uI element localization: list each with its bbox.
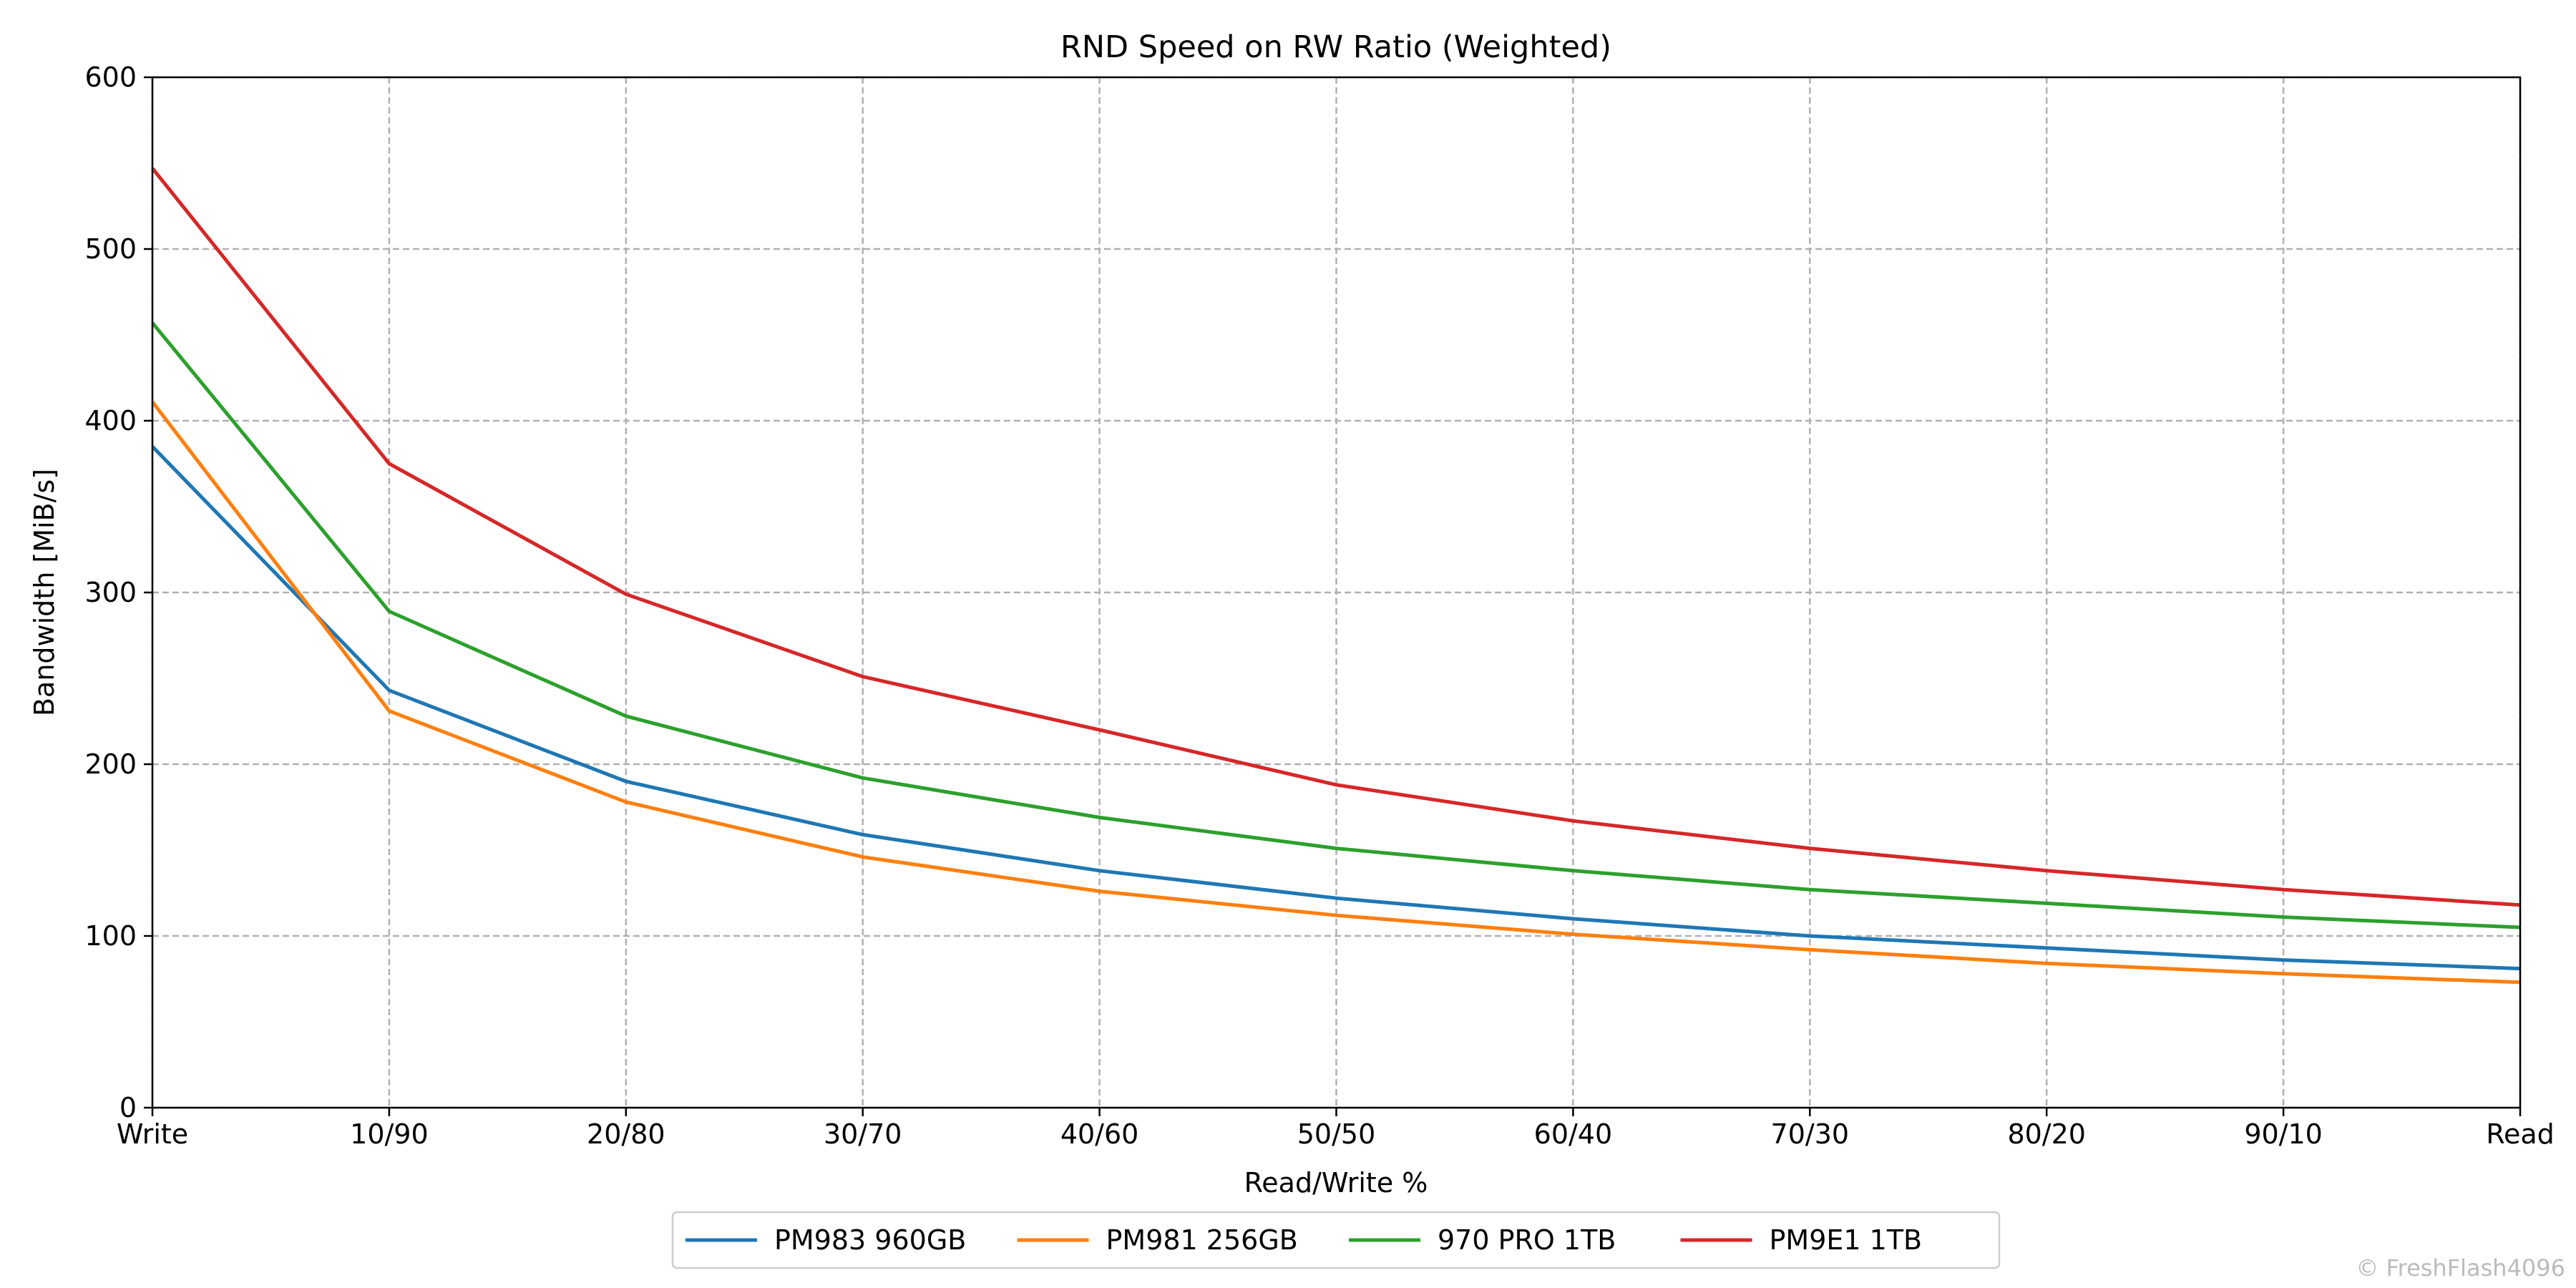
x-tick-label: Read xyxy=(2486,1118,2554,1150)
axis-ticks: Write 10/90 20/80 30/70 40/60 50/50 60/40 70/30… xyxy=(84,62,2554,1150)
legend-label-3: PM9E1 1TB xyxy=(1770,1224,1923,1256)
watermark-credit: © FreshFlash4096 xyxy=(2356,1254,2565,1282)
y-tick-label: 200 xyxy=(84,748,137,780)
legend-box xyxy=(671,1211,2001,1269)
x-axis-label: Read/Write % xyxy=(1244,1167,1428,1199)
chart-title: RND Speed on RW Ratio (Weighted) xyxy=(1060,29,1611,65)
x-tick-label: 20/80 xyxy=(587,1118,665,1150)
x-tick-label: 90/10 xyxy=(2244,1118,2323,1150)
series-line-2 xyxy=(151,321,2521,930)
x-tick-label: 80/20 xyxy=(2007,1118,2086,1150)
x-tick-label: 60/40 xyxy=(1534,1118,1613,1150)
x-tick-label: 40/60 xyxy=(1060,1118,1139,1150)
legend: PM983 960GB PM981 256GB 970 PRO 1TB PM9E1 1… xyxy=(671,1211,2001,1269)
y-tick-label: 0 xyxy=(119,1092,137,1123)
series-line-1 xyxy=(151,401,2521,985)
series-line-0 xyxy=(151,445,2521,971)
x-tick-label: 10/90 xyxy=(350,1118,429,1150)
y-tick-label: 500 xyxy=(84,233,137,265)
y-tick-label: 600 xyxy=(84,62,137,93)
y-tick-label: 400 xyxy=(84,405,137,436)
legend-label-1: PM981 256GB xyxy=(1106,1224,1298,1256)
y-tick-label: 100 xyxy=(84,920,137,952)
x-tick-label: Write xyxy=(117,1118,188,1150)
y-axis-label: Bandwidth [MiB/s] xyxy=(29,469,60,716)
x-tick-label: 70/30 xyxy=(1771,1118,1850,1150)
x-tick-label: 50/50 xyxy=(1297,1118,1376,1150)
grid xyxy=(151,76,2522,1109)
series-line-3 xyxy=(151,167,2521,907)
y-tick-label: 300 xyxy=(84,577,137,608)
series-lines xyxy=(151,167,2521,985)
x-tick-label: 30/70 xyxy=(824,1118,902,1150)
legend-label-0: PM983 960GB xyxy=(774,1224,966,1256)
legend-label-2: 970 PRO 1TB xyxy=(1438,1224,1616,1256)
